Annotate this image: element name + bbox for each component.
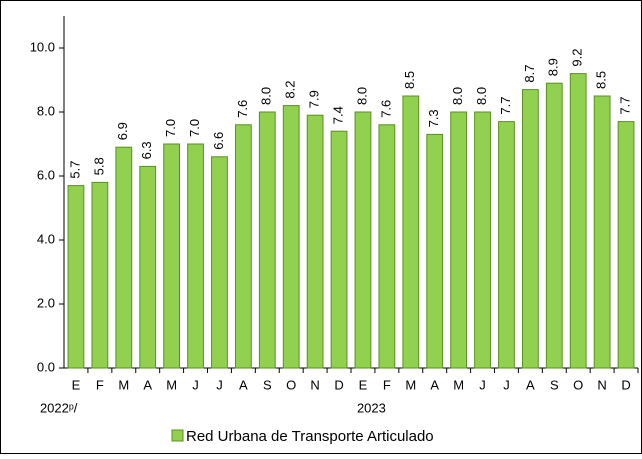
value-label: 7.0 (187, 119, 202, 137)
value-label: 8.5 (402, 71, 417, 89)
value-label: 6.3 (139, 141, 154, 159)
x-tick-label: O (286, 377, 296, 392)
x-tick-label: J (216, 377, 223, 392)
x-tick-label: O (573, 377, 583, 392)
y-tick-label: 0.0 (37, 359, 55, 374)
bar (306, 114, 324, 369)
x-tick-label: A (143, 377, 152, 392)
value-label: 8.0 (259, 87, 274, 105)
bar (67, 185, 85, 369)
x-tick-label: F (383, 377, 391, 392)
bar (163, 143, 181, 369)
value-label: 7.6 (235, 100, 250, 118)
value-label: 9.2 (570, 49, 585, 67)
x-tick-label: S (263, 377, 272, 392)
bar (282, 105, 300, 369)
bar (498, 121, 515, 369)
value-label: 6.9 (115, 122, 130, 140)
group-label: 2023 (357, 400, 386, 415)
value-label: 8.5 (594, 71, 609, 89)
bar (378, 124, 396, 369)
value-label: 6.6 (211, 132, 226, 150)
x-tick-label: A (526, 377, 535, 392)
value-label: 7.7 (498, 97, 513, 115)
bar (593, 95, 611, 369)
bar (234, 124, 252, 369)
value-label: 8.2 (283, 81, 298, 99)
bar (354, 111, 372, 369)
bar (426, 133, 444, 369)
x-tick-label: M (405, 377, 416, 392)
legend-label: Red Urbana de Transporte Articulado (186, 428, 434, 445)
x-tick-label: J (503, 377, 510, 392)
value-label: 8.7 (522, 65, 537, 83)
x-tick-label: F (96, 377, 104, 392)
y-tick-label: 8.0 (37, 103, 55, 118)
bar (139, 165, 157, 369)
value-label: 7.7 (617, 97, 632, 115)
x-tick-label: J (479, 377, 486, 392)
value-label: 7.6 (378, 100, 393, 118)
bar (545, 82, 563, 369)
bar (617, 121, 635, 369)
x-tick-label: A (430, 377, 439, 392)
bar (258, 111, 276, 369)
y-tick-label: 6.0 (37, 167, 55, 182)
value-label: 8.9 (546, 58, 561, 76)
bar (450, 111, 468, 369)
value-label: 8.0 (354, 87, 369, 105)
value-label: 7.4 (330, 106, 345, 124)
y-tick-label: 4.0 (37, 231, 55, 246)
value-label: 5.7 (67, 161, 82, 179)
value-label: 7.0 (163, 119, 178, 137)
bar (187, 143, 204, 369)
bar (330, 130, 348, 369)
bar (402, 95, 420, 369)
bar (115, 146, 133, 369)
value-label: 8.0 (450, 87, 465, 105)
x-tick-label: N (310, 377, 319, 392)
x-tick-label: A (239, 377, 248, 392)
x-tick-label: M (453, 377, 464, 392)
value-label: 7.3 (426, 109, 441, 127)
x-tick-label: E (359, 377, 368, 392)
bar (474, 111, 491, 369)
y-tick-label: 2.0 (37, 295, 55, 310)
y-tick-label: 10.0 (30, 39, 55, 54)
x-tick-label: N (597, 377, 606, 392)
x-tick-label: D (334, 377, 343, 392)
legend-swatch (171, 429, 184, 442)
value-label: 7.9 (307, 90, 322, 108)
group-label: 2022ᵖ/ (40, 400, 78, 415)
value-label: 8.0 (474, 87, 489, 105)
value-label: 5.8 (91, 157, 106, 175)
x-tick-label: S (550, 377, 559, 392)
x-tick-label: E (72, 377, 81, 392)
x-tick-label: M (166, 377, 177, 392)
bar (521, 89, 539, 369)
bar (211, 156, 228, 369)
x-tick-label: D (621, 377, 630, 392)
bar (91, 181, 109, 369)
x-tick-label: M (118, 377, 129, 392)
bar (569, 73, 587, 369)
x-tick-label: J (192, 377, 199, 392)
